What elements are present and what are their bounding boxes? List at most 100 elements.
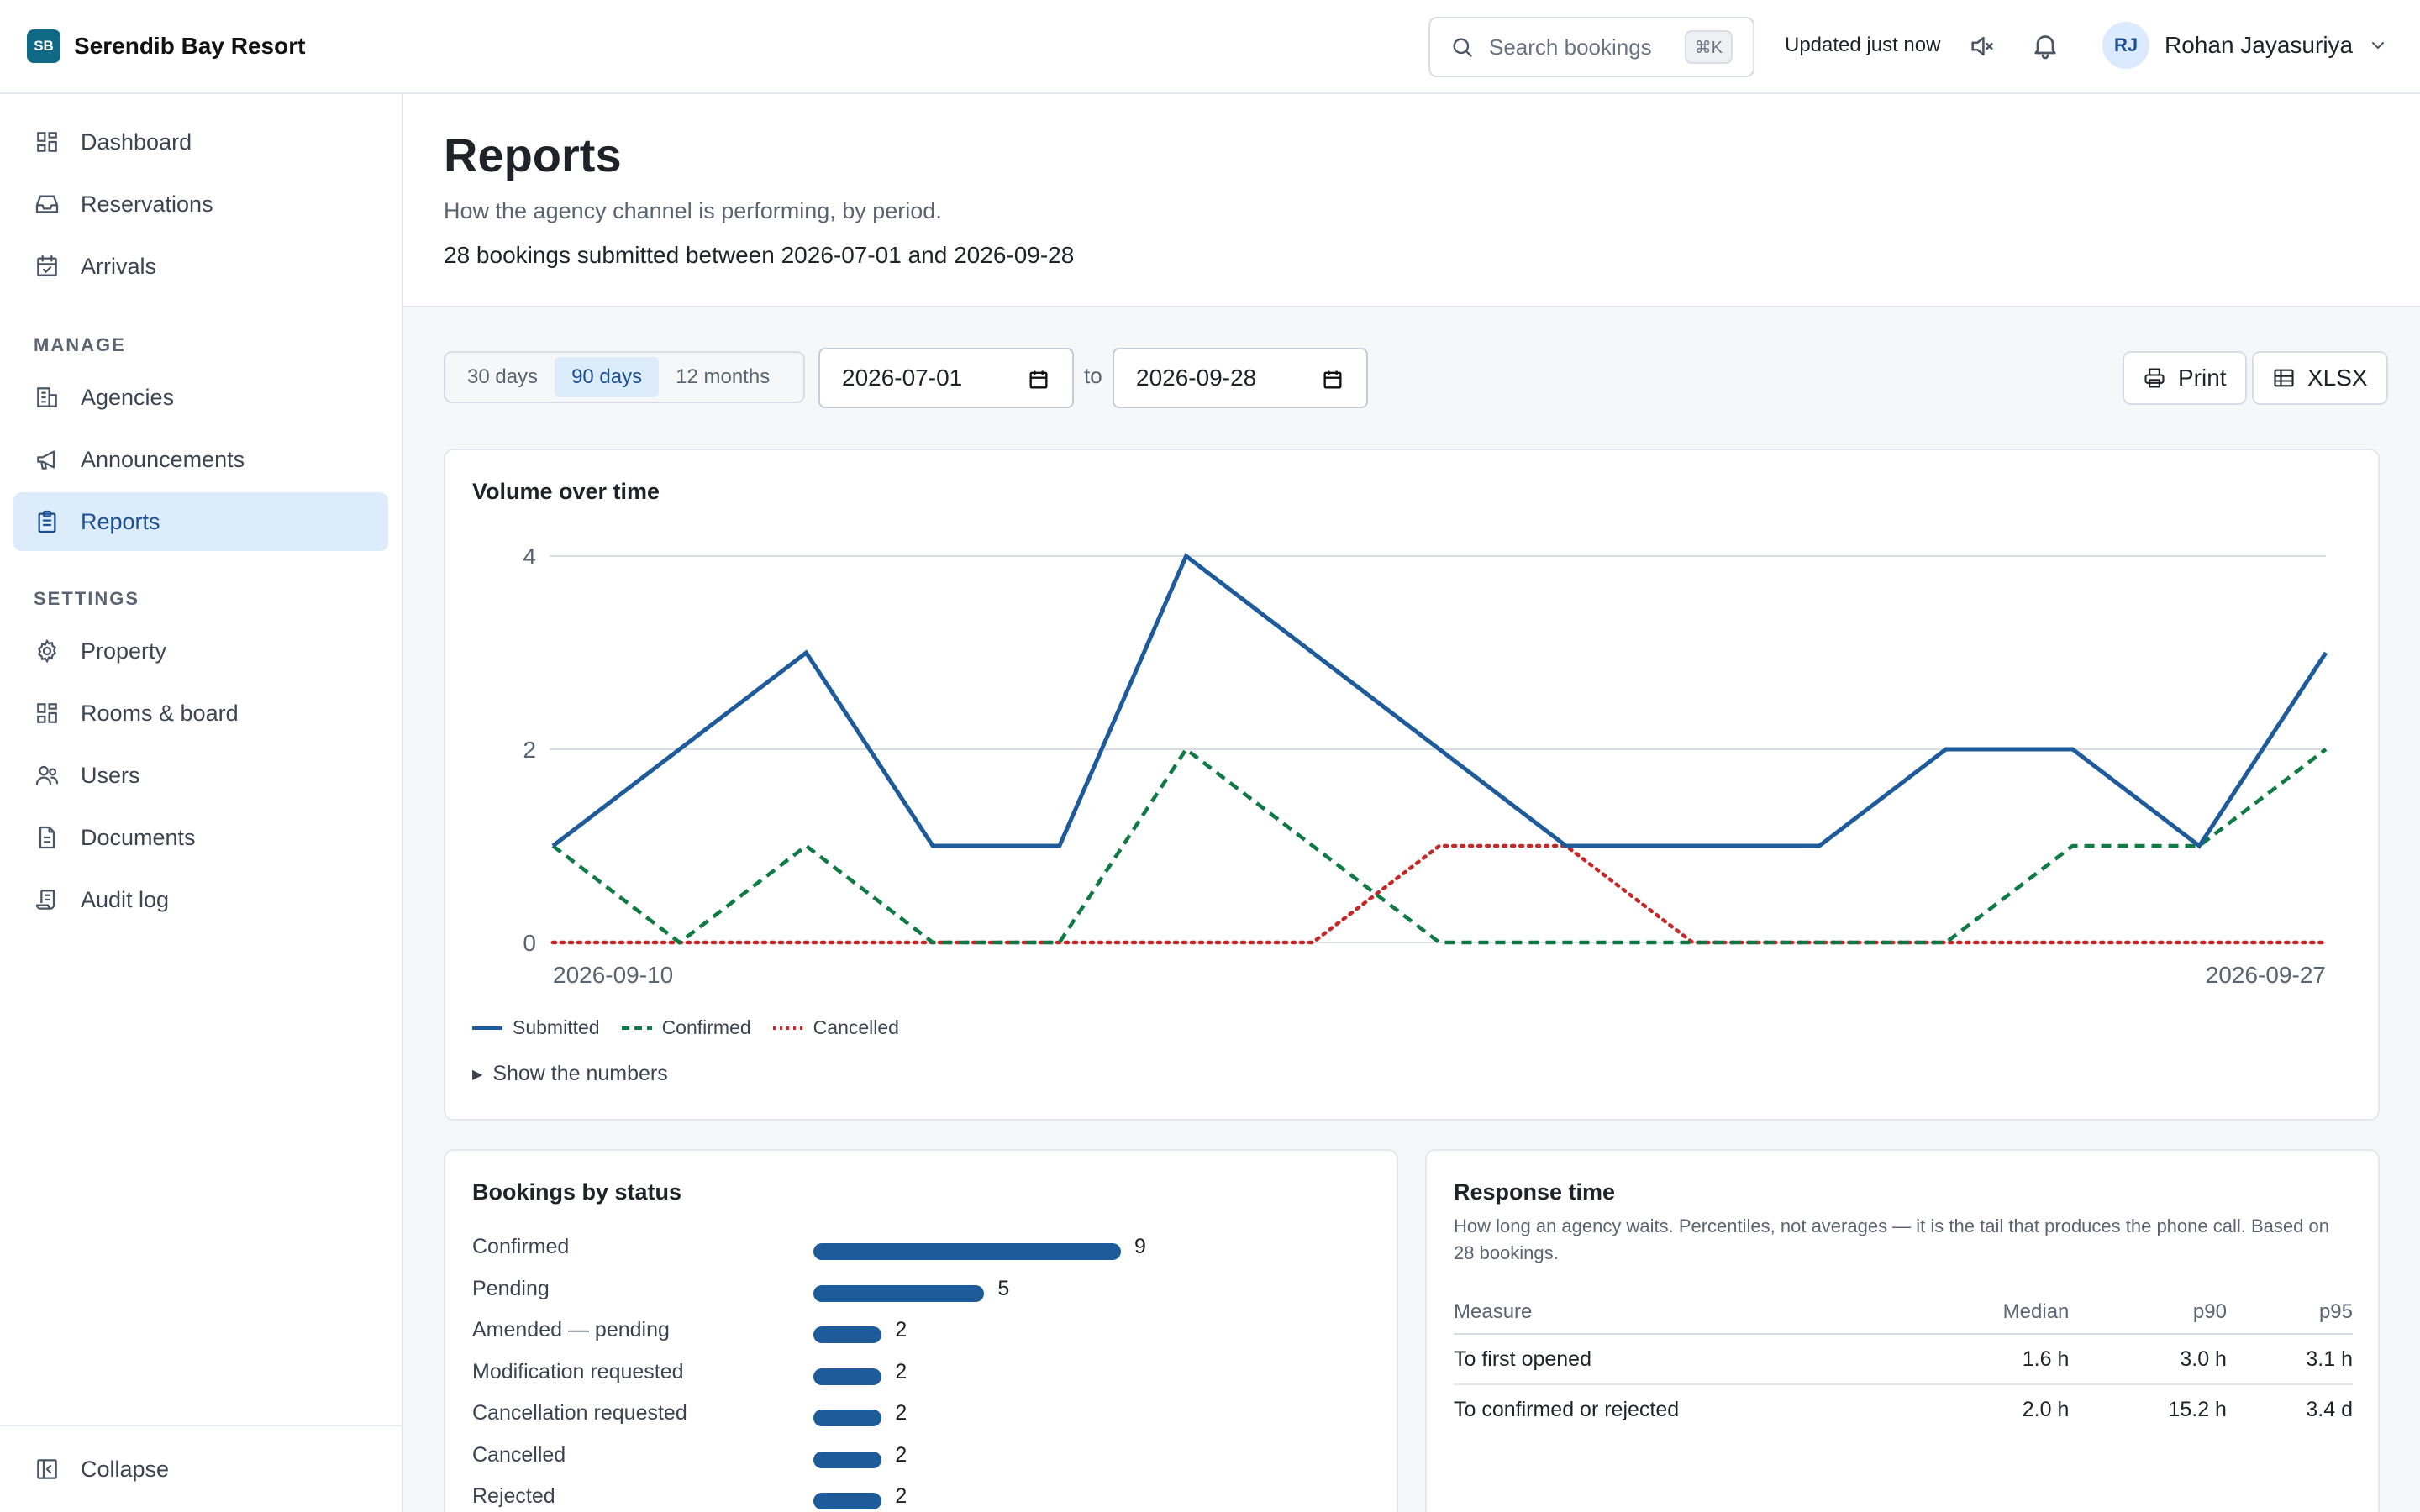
table-cell: 15.2 h: [2168, 1398, 2227, 1421]
bell-icon: [2034, 35, 2056, 60]
sidebar-item-dashboard[interactable]: Dashboard: [13, 113, 388, 171]
date-to-value: 2026-09-28: [1136, 365, 1257, 391]
column-header: p95: [2226, 1290, 2353, 1335]
xlsx-label: XLSX: [2307, 365, 2368, 391]
sidebar-item-label: Property: [81, 638, 167, 664]
table-cell: 1.6 h: [1891, 1334, 2070, 1385]
building-icon: [37, 387, 57, 407]
sidebar-item-reservations[interactable]: Reservations: [13, 175, 388, 234]
status-name: Amended — pending: [472, 1318, 670, 1341]
period-90-days[interactable]: 90 days: [555, 357, 660, 397]
period-30-days[interactable]: 30 days: [467, 365, 539, 388]
chevron-down-icon: [2372, 42, 2385, 49]
sidebar-item-documents[interactable]: Documents: [13, 808, 388, 867]
sidebar-item-label: Dashboard: [81, 129, 192, 155]
calendar-icon: [1029, 370, 1048, 389]
x-tick-label: 2026-09-27: [2206, 962, 2326, 988]
top-bar: SB Serendib Bay Resort Search bookings ⌘…: [0, 0, 2420, 94]
status-count: 2: [895, 1359, 908, 1383]
column-header: Measure: [1454, 1290, 1891, 1335]
notifications-button[interactable]: [2030, 30, 2060, 66]
sidebar-item-agencies[interactable]: Agencies: [13, 368, 388, 427]
chart-legend: Submitted Confirmed Cancelled: [472, 1016, 921, 1039]
status-count: 2: [895, 1442, 908, 1467]
sidebar-item-label: Arrivals: [81, 253, 157, 279]
user-menu[interactable]: RJ Rohan Jayasuriya: [2102, 22, 2388, 69]
calendar-icon: [1323, 370, 1342, 389]
status-row: Rejected 2: [472, 1481, 1397, 1512]
status-row: Cancellation requested 2: [472, 1398, 1397, 1431]
table-cell: 3.1 h: [2226, 1334, 2353, 1385]
brand-logo: SB: [27, 29, 60, 63]
disclosure-triangle-icon: ▶: [472, 1067, 483, 1082]
sidebar-item-audit-log[interactable]: Audit log: [13, 870, 388, 929]
response-subtitle: How long an agency waits. Percentiles, n…: [1454, 1215, 2329, 1263]
response-title: Response time: [1454, 1179, 1616, 1205]
y-tick-label: 0: [523, 930, 536, 956]
volume-card: Volume over time 0 2 4 2026-09-10 2026-09-27…: [444, 449, 2380, 1121]
sidebar-item-property[interactable]: Property: [13, 622, 388, 680]
status-row: Amended — pending 2: [472, 1315, 1397, 1348]
status-name: Pending: [472, 1276, 550, 1300]
volume-title: Volume over time: [472, 479, 660, 504]
y-tick-label: 2: [523, 737, 536, 763]
legend-item-submitted: Submitted: [472, 1016, 600, 1039]
table-cell: To first opened: [1454, 1334, 1891, 1385]
xlsx-export-button[interactable]: XLSX: [2252, 351, 2388, 405]
status-bar: [813, 1493, 882, 1509]
status-count: 9: [1134, 1235, 1146, 1258]
sidebar-item-label: Rooms & board: [81, 700, 239, 726]
brand-name: Serendib Bay Resort: [74, 33, 306, 59]
sidebar-item-users[interactable]: Users: [13, 746, 388, 805]
sidebar-section-settings: SETTINGS: [34, 588, 140, 609]
sidebar-item-label: Reports: [81, 508, 160, 534]
x-tick-label: 2026-09-10: [553, 962, 673, 988]
status-bar: [813, 1284, 985, 1302]
grid-icon: [37, 703, 57, 723]
search-placeholder: Search bookings: [1489, 34, 1652, 60]
table-icon: [2274, 369, 2294, 387]
collapse-icon: [37, 1459, 57, 1479]
sound-toggle[interactable]: [1968, 32, 1996, 66]
sidebar-item-label: Reservations: [81, 191, 213, 217]
response-card: Response time How long an agency waits. …: [1425, 1149, 2380, 1512]
speaker-mute-icon: [1971, 36, 1993, 56]
sidebar-item-announcements[interactable]: Announcements: [13, 430, 388, 489]
scroll-icon: [35, 890, 55, 910]
sidebar-item-label: Agencies: [81, 384, 175, 410]
status-row: Cancelled 2: [472, 1440, 1397, 1473]
status-count: 2: [895, 1318, 908, 1341]
search-icon: [1453, 38, 1472, 57]
collapse-button[interactable]: Collapse: [13, 1440, 388, 1499]
gear-icon: [38, 638, 56, 664]
sidebar-item-arrivals[interactable]: Arrivals: [13, 237, 388, 296]
calendar-check-icon: [37, 255, 57, 276]
date-to-field[interactable]: 2026-09-28: [1113, 348, 1368, 408]
series-line-confirmed: [551, 746, 2328, 945]
print-button[interactable]: Print: [2123, 351, 2247, 405]
response-table: Measure Median p90 p95 To first opened 1…: [1454, 1290, 2353, 1435]
brand[interactable]: SB Serendib Bay Resort: [27, 29, 305, 63]
sidebar-item-rooms-board[interactable]: Rooms & board: [13, 684, 388, 743]
sidebar-item-label: Users: [81, 762, 140, 788]
y-tick-label: 4: [523, 543, 536, 570]
page-title: Reports: [444, 129, 622, 181]
status-name: Cancelled: [472, 1442, 566, 1467]
table-cell: 2.0 h: [2022, 1398, 2070, 1421]
status-name: Modification requested: [472, 1359, 684, 1383]
printer-icon: [2144, 368, 2165, 388]
table-row: To confirmed or rejected 2.0 h 15.2 h 3.…: [1454, 1384, 2353, 1435]
status-name: Confirmed: [472, 1235, 570, 1258]
period-12-months[interactable]: 12 months: [676, 365, 771, 388]
search-input[interactable]: Search bookings ⌘K: [1428, 17, 1754, 77]
status-bar: [813, 1451, 882, 1468]
date-from-field[interactable]: 2026-07-01: [818, 348, 1074, 408]
status-title: Bookings by status: [472, 1179, 682, 1205]
status-bar: [813, 1243, 1121, 1260]
table-cell: 3.0 h: [2069, 1334, 2227, 1385]
show-numbers-toggle[interactable]: ▶ Show the numbers: [472, 1062, 668, 1086]
status-row: Confirmed 9: [472, 1231, 1397, 1265]
column-header: Median: [1891, 1290, 2070, 1335]
sidebar-item-reports[interactable]: Reports: [13, 492, 388, 551]
status-name: Cancellation requested: [472, 1401, 687, 1425]
